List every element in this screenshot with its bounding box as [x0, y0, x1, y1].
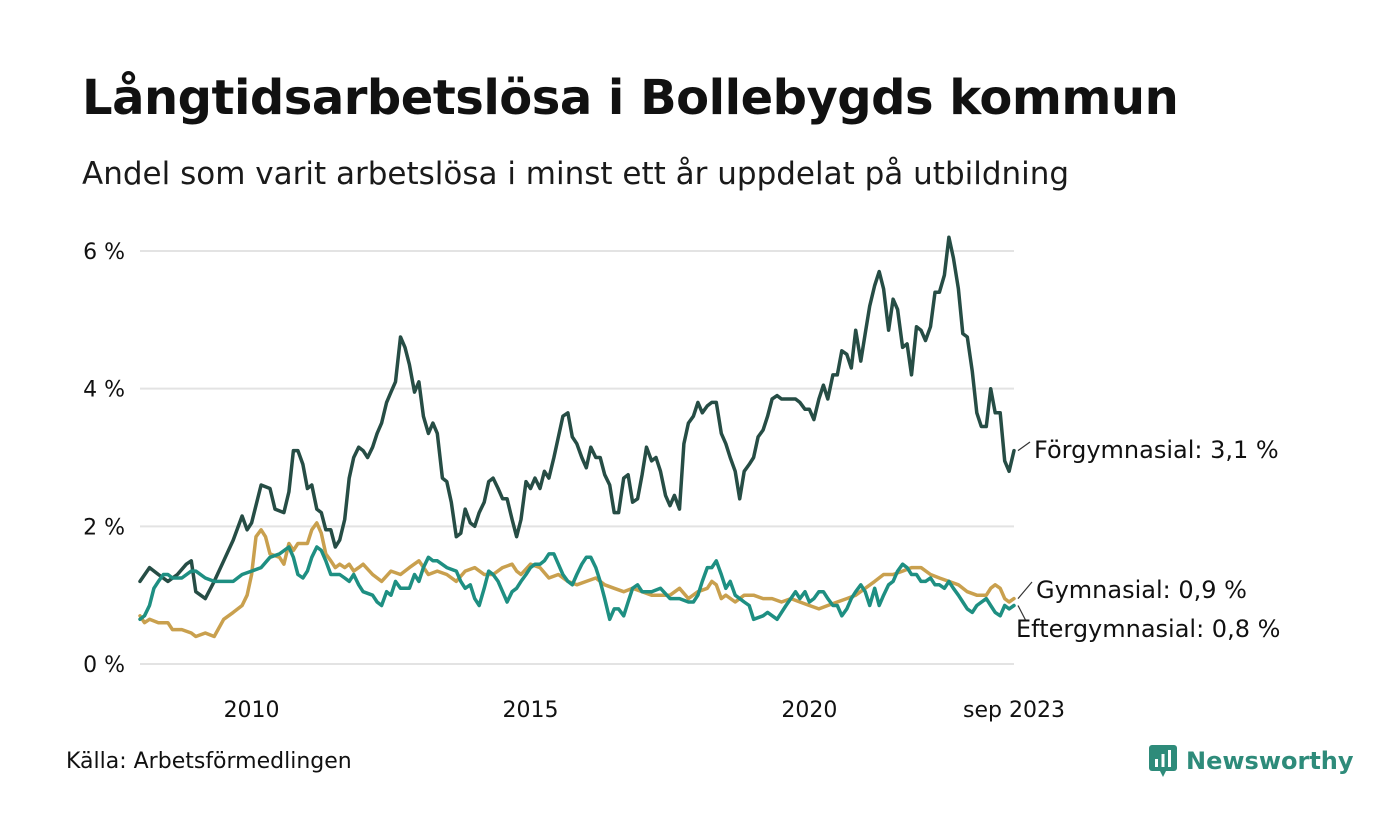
x-tick-label: 2015: [503, 698, 559, 723]
series-line-eftergymnasial: [138, 545, 1016, 622]
series-end-labels: Förgymnasial: 3,1 % Gymnasial: 0,9 % Efter…: [1016, 436, 1280, 643]
end-label-gymnasial: Gymnasial: 0,9 %: [1036, 576, 1247, 604]
y-axis-labels: 0 % 2 % 4 % 6 %: [83, 240, 125, 678]
x-tick-label: 2020: [781, 698, 837, 723]
x-tick-label: sep 2023: [963, 698, 1065, 723]
end-label-eftergymnasial: Eftergymnasial: 0,8 %: [1016, 615, 1280, 643]
y-tick-label: 2 %: [83, 515, 125, 540]
y-tick-label: 4 %: [83, 378, 125, 403]
y-tick-label: 0 %: [83, 653, 125, 678]
y-tick-label: 6 %: [83, 240, 125, 265]
newsworthy-logo[interactable]: Newsworthy: [1148, 744, 1354, 778]
series-line-gymnasial: [138, 521, 1016, 639]
source-note: Källa: Arbetsförmedlingen: [66, 749, 352, 774]
end-label-connector: [1017, 441, 1031, 452]
grid-lines: [140, 250, 1014, 665]
end-label-connector: [1017, 581, 1033, 599]
x-tick-label: 2010: [224, 698, 280, 723]
end-label-forgymnasial: Förgymnasial: 3,1 %: [1034, 436, 1279, 464]
series-line-forgymnasial: [138, 235, 1016, 601]
x-axis-labels: 2010 2015 2020 sep 2023: [224, 698, 1065, 723]
newsworthy-logo-text: Newsworthy: [1186, 747, 1354, 775]
end-label-connector: [1017, 605, 1027, 622]
chart-subtitle: Andel som varit arbetslösa i minst ett å…: [82, 156, 1070, 192]
newsworthy-logo-icon: [1149, 745, 1177, 777]
chart-title: Långtidsarbetslösa i Bollebygds kommun: [82, 70, 1179, 126]
series-lines: [138, 235, 1016, 639]
